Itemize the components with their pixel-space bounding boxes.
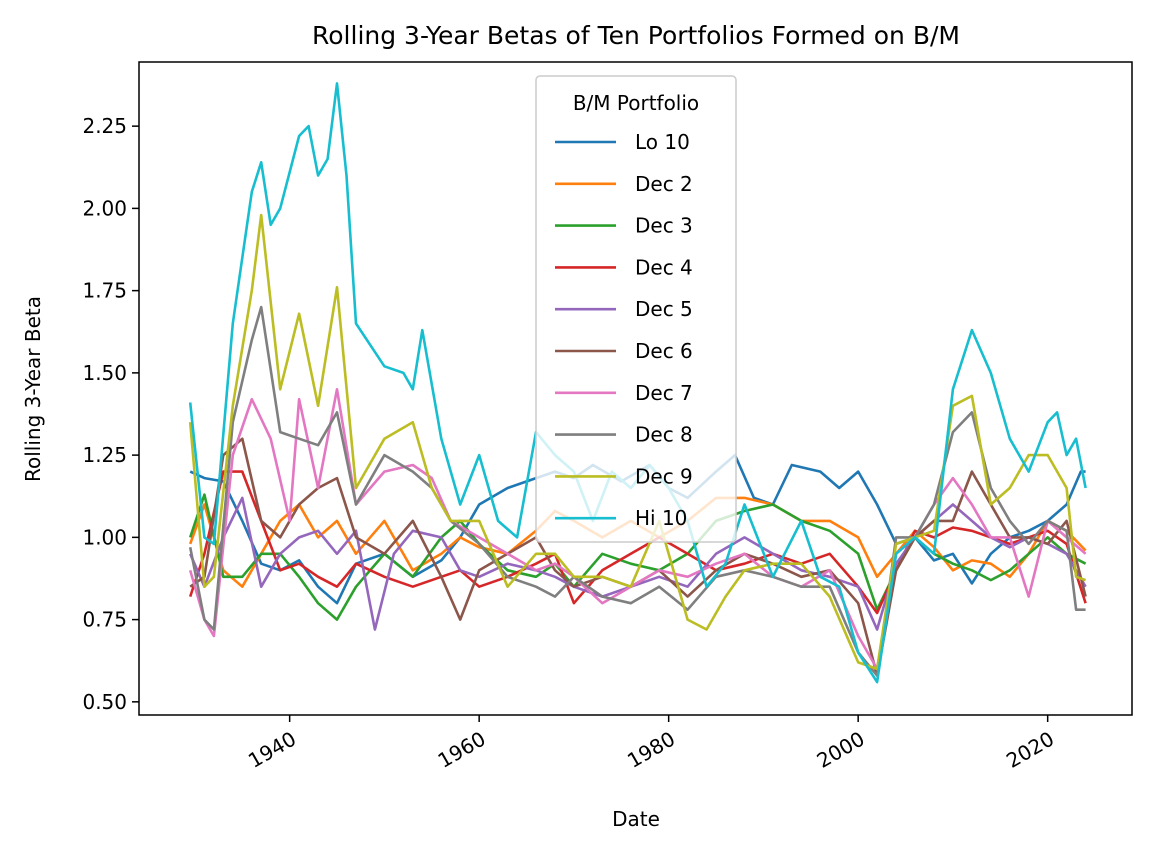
y-tick-label-0: 0.50 [82,690,127,714]
y-tick-label-4: 1.50 [82,361,127,385]
series-line-4 [189,496,1087,631]
y-axis: 0.50 0.75 1.00 1.25 1.50 1.75 2.00 2.25 [82,114,139,714]
legend-label-8: Dec 9 [635,464,693,488]
plot-area-frame [138,61,1133,716]
legend: B/M Portfolio Lo 10 Dec 2 Dec 3 Dec 4 Dec 5 De… [535,75,737,543]
series-line-7 [188,305,1086,677]
y-tick-label-7: 2.25 [82,114,127,138]
x-axis: 1940 1960 1980 2000 2020 [244,715,1058,773]
series-line-3 [188,470,1087,615]
series-line-2 [188,493,1087,621]
y-tick-label-3: 1.25 [82,443,127,467]
legend-label-2: Dec 3 [635,214,693,238]
legend-label-5: Dec 6 [635,339,693,363]
legend-title: B/M Portfolio [573,91,699,115]
legend-label-3: Dec 4 [635,255,693,279]
y-tick-label-5: 1.75 [82,279,127,303]
x-tick-label-0: 1940 [244,727,300,773]
legend-label-9: Hi 10 [635,506,687,530]
y-axis-label: Rolling 3-Year Beta [21,296,45,482]
x-tick-label-2: 1980 [623,727,679,773]
legend-label-0: Lo 10 [635,130,690,154]
legend-label-1: Dec 2 [635,172,693,196]
x-axis-label: Date [612,807,660,831]
y-tick-label-1: 0.75 [82,608,127,632]
legend-box [535,75,737,543]
series-line-6 [188,388,1087,671]
x-tick-label-4: 2020 [1002,727,1058,773]
x-tick-label-1: 1960 [434,727,490,773]
x-tick-label-3: 2000 [813,727,869,773]
series-line-8 [188,213,1087,671]
y-tick-label-6: 2.00 [82,196,127,220]
legend-label-6: Dec 7 [635,381,693,405]
legend-label-4: Dec 5 [635,297,693,321]
legend-label-7: Dec 8 [635,423,693,447]
chart-title: Rolling 3-Year Betas of Ten Portfolios F… [312,21,960,50]
plot-lines [188,82,1087,684]
y-tick-label-2: 1.00 [82,525,127,549]
